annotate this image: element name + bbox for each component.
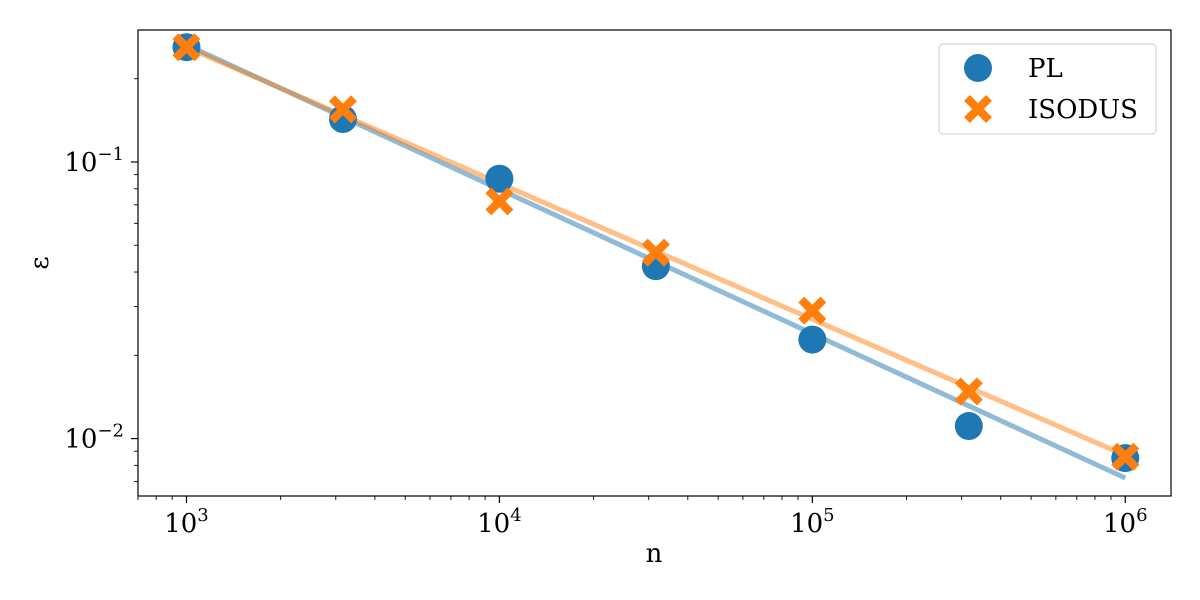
legend-box <box>938 43 1157 135</box>
y-tick-label: 10−2 <box>64 421 124 455</box>
point-isodus <box>328 95 357 124</box>
x-axis-title: n <box>646 539 663 569</box>
x-tick-label: 106 <box>1103 505 1148 539</box>
data-markers <box>172 33 1140 473</box>
plot-frame <box>137 29 1172 497</box>
point-pl <box>798 325 827 354</box>
y-tick-label: 10−1 <box>64 144 124 178</box>
legend: PL ISODUS <box>938 43 1157 135</box>
legend-marker-pl <box>964 54 992 82</box>
point-isodus <box>1111 442 1140 471</box>
x-tick-label: 104 <box>477 505 522 539</box>
legend-label-pl: PL <box>1028 54 1063 84</box>
y-axis-title: ε <box>25 256 55 269</box>
x-tick-label: 105 <box>790 505 835 539</box>
legend-marker-isodus <box>964 95 992 123</box>
point-isodus <box>485 187 514 216</box>
point-pl <box>954 412 983 441</box>
point-isodus <box>641 238 670 267</box>
point-pl <box>485 164 514 193</box>
axes: 103 104 105 106 10−1 10−2 <box>64 78 1148 539</box>
point-isodus <box>172 33 201 62</box>
point-isodus <box>954 377 983 406</box>
x-tick-label: 103 <box>164 505 209 539</box>
point-isodus <box>798 296 827 325</box>
legend-label-isodus: ISODUS <box>1028 95 1138 125</box>
